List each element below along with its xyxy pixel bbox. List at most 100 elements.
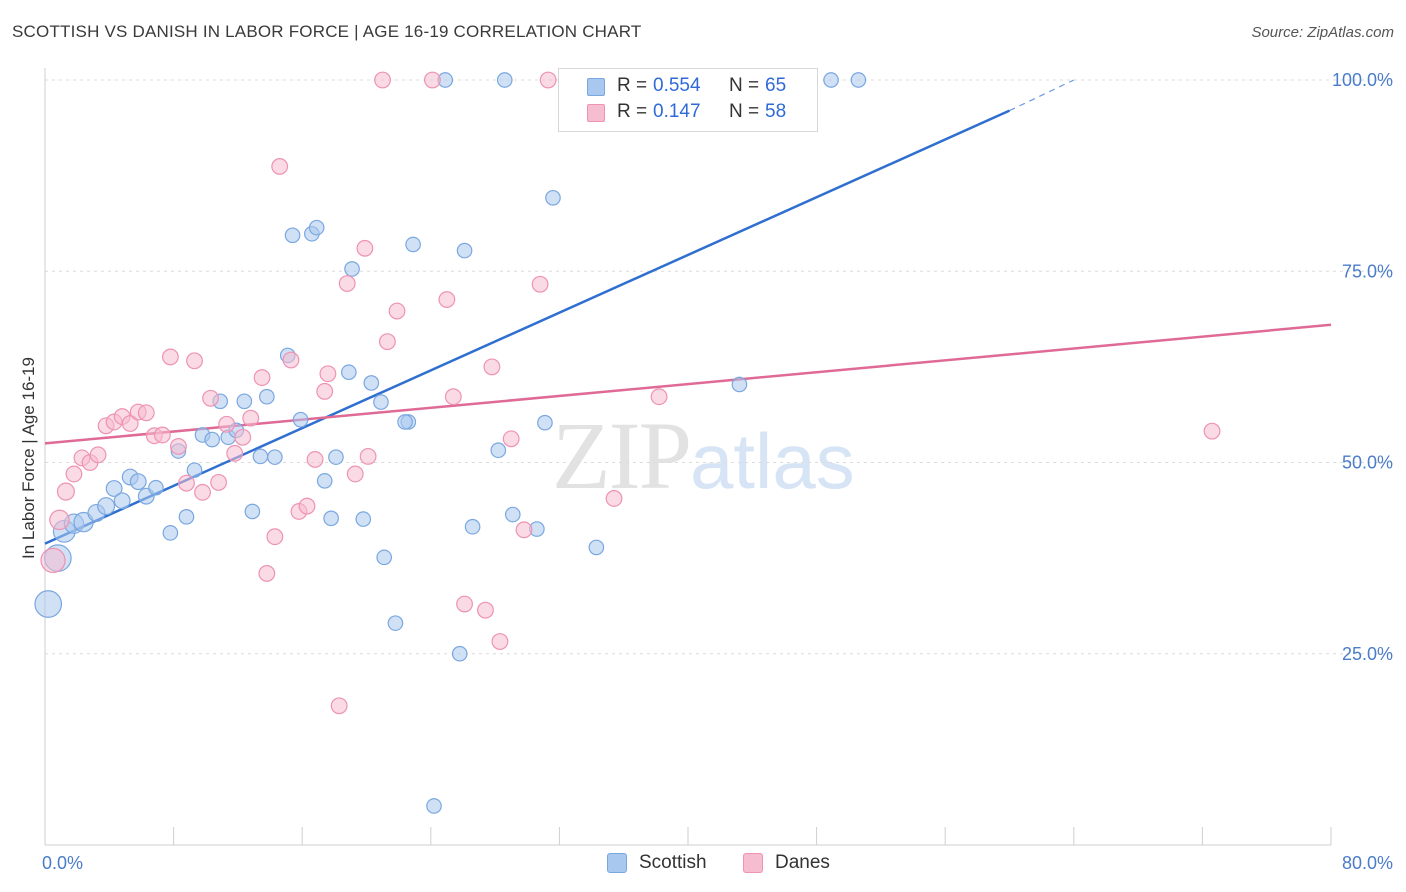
danes-point — [121, 415, 139, 432]
y-tick-label: 100.0% — [1332, 70, 1393, 90]
scottish-point — [823, 72, 839, 88]
y-axis-title: In Labor Force | Age 16-19 — [19, 357, 38, 559]
stats-legend: R = 0.554 N = 65 R = 0.147 N = 58 — [558, 68, 818, 132]
r-value: 0.147 — [653, 101, 701, 122]
danes-point — [316, 382, 334, 400]
danes-point — [359, 447, 377, 465]
danes-point — [531, 275, 549, 293]
danes-point — [282, 351, 300, 369]
scottish-point — [113, 492, 131, 510]
danes-point — [271, 158, 289, 175]
scottish-point — [588, 539, 605, 556]
danes-trend-line — [44, 323, 1332, 445]
danes-point — [438, 291, 456, 308]
scottish-point — [105, 480, 123, 497]
n-value: 65 — [765, 75, 787, 96]
scottish-point — [259, 388, 275, 405]
danes-swatch — [743, 853, 763, 873]
scottish-swatch — [587, 78, 605, 96]
scottish-point — [496, 72, 513, 88]
danes-point — [186, 352, 203, 370]
danes-point — [388, 302, 406, 320]
scottish-point — [405, 236, 421, 253]
scottish-point — [186, 462, 203, 478]
danes-point — [218, 415, 236, 433]
scottish-point — [148, 479, 164, 496]
scottish-point — [178, 508, 195, 525]
scottish-point — [267, 449, 283, 465]
danes-point — [161, 348, 179, 366]
scottish-point — [316, 473, 333, 489]
danes-point — [49, 509, 70, 531]
scottish-point — [34, 590, 63, 618]
scottish-point — [308, 219, 325, 236]
scottish-point — [323, 510, 339, 527]
scottish-point — [456, 242, 473, 259]
trend-lines — [44, 79, 1332, 545]
danes-point — [242, 409, 260, 427]
n-label: N = — [729, 75, 760, 96]
grid-lines — [45, 79, 1393, 655]
scottish-point — [292, 411, 309, 428]
danes-point — [1203, 422, 1221, 440]
danes-swatch — [587, 104, 605, 122]
danes-point — [319, 365, 337, 383]
legend-label-scottish: Scottish — [639, 852, 707, 873]
danes-point — [137, 404, 155, 422]
danes-point — [515, 521, 533, 539]
danes-point — [444, 388, 462, 406]
scottish-point — [162, 525, 179, 541]
danes-point — [226, 444, 244, 462]
watermark-zip: ZIP — [552, 402, 692, 509]
scottish-point — [504, 506, 521, 523]
scottish-point — [129, 473, 147, 491]
scottish-point — [451, 645, 468, 662]
scottish-point — [340, 364, 357, 381]
scottish-point — [397, 414, 413, 430]
scottish-point — [204, 431, 221, 448]
danes-point — [306, 451, 324, 468]
danes-point — [378, 333, 396, 351]
y-tick-label: 25.0% — [1342, 644, 1393, 664]
danes-point — [330, 697, 348, 715]
legend-label-danes: Danes — [775, 852, 830, 873]
r-label: R = — [617, 101, 648, 122]
scottish-swatch — [607, 853, 627, 873]
scottish-point — [464, 518, 481, 535]
danes-point — [356, 239, 374, 257]
danes-point — [253, 369, 271, 387]
n-value: 58 — [765, 101, 787, 122]
scottish-point — [850, 72, 867, 88]
scottish-trend-extension — [1009, 79, 1075, 112]
danes-point — [89, 446, 107, 464]
scottish-point — [355, 511, 372, 527]
y-tick-label: 75.0% — [1342, 261, 1393, 281]
scottish-point — [344, 261, 360, 277]
danes-point — [178, 474, 195, 492]
scottish-point — [387, 615, 404, 631]
danes-point — [650, 388, 668, 406]
scottish-point — [490, 442, 507, 459]
x-tick-label: 0.0% — [42, 853, 83, 873]
scottish-point — [97, 497, 116, 516]
scottish-point — [545, 189, 561, 206]
source-label: Source: ZipAtlas.com — [1251, 24, 1394, 41]
scottish-point — [426, 798, 442, 814]
danes-point — [483, 358, 501, 376]
danes-point — [65, 465, 83, 483]
y-tick-label: 50.0% — [1342, 453, 1393, 473]
danes-point — [234, 428, 252, 446]
scottish-point — [328, 449, 344, 465]
danes-point — [194, 483, 211, 501]
axes — [44, 68, 1332, 846]
scottish-point — [236, 393, 253, 410]
danes-point — [40, 547, 66, 574]
r-label: R = — [617, 75, 648, 96]
danes-point — [346, 465, 364, 483]
danes-point — [266, 528, 284, 546]
scottish-point — [376, 549, 393, 566]
watermark-atlas: atlas — [690, 417, 855, 505]
scottish-point — [363, 375, 380, 391]
scottish-point — [373, 394, 389, 410]
